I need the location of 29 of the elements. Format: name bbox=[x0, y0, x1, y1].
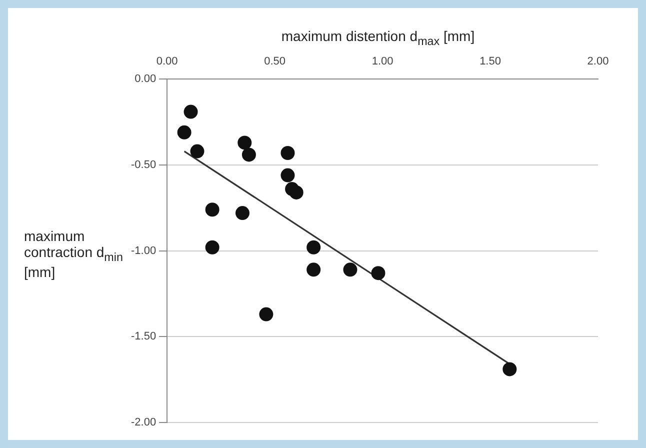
point bbox=[280, 146, 295, 160]
y-tick-label: -1.00 bbox=[130, 244, 156, 257]
point bbox=[502, 362, 517, 376]
y-tick-label: 0.00 bbox=[134, 73, 156, 86]
point bbox=[343, 262, 358, 277]
point bbox=[205, 202, 220, 217]
x-tick-label: 1.00 bbox=[372, 56, 394, 68]
y-tick-label: -0.50 bbox=[130, 159, 156, 172]
point bbox=[259, 307, 274, 322]
point bbox=[306, 240, 321, 254]
x-tick-label: 1.50 bbox=[480, 56, 501, 68]
point bbox=[242, 148, 256, 162]
point bbox=[205, 240, 220, 254]
point bbox=[371, 266, 386, 280]
y-tick-label: -1.50 bbox=[130, 330, 156, 343]
point bbox=[235, 206, 250, 220]
x-axis-title: maximum distention d$_{max}$ [mm] bbox=[280, 28, 476, 48]
point bbox=[280, 168, 295, 182]
point bbox=[238, 136, 252, 150]
x-tick-label: 2.00 bbox=[587, 56, 609, 68]
point bbox=[306, 262, 321, 277]
y-tick-label: -2.00 bbox=[130, 416, 156, 428]
x-tick-label: 0.00 bbox=[156, 56, 178, 68]
text: maximum contraction d$_{min}$ [mm] bbox=[24, 228, 123, 280]
point bbox=[177, 125, 192, 140]
point bbox=[184, 104, 198, 119]
point bbox=[190, 144, 204, 158]
x-tick-label: 0.50 bbox=[264, 56, 286, 68]
point bbox=[289, 185, 304, 200]
